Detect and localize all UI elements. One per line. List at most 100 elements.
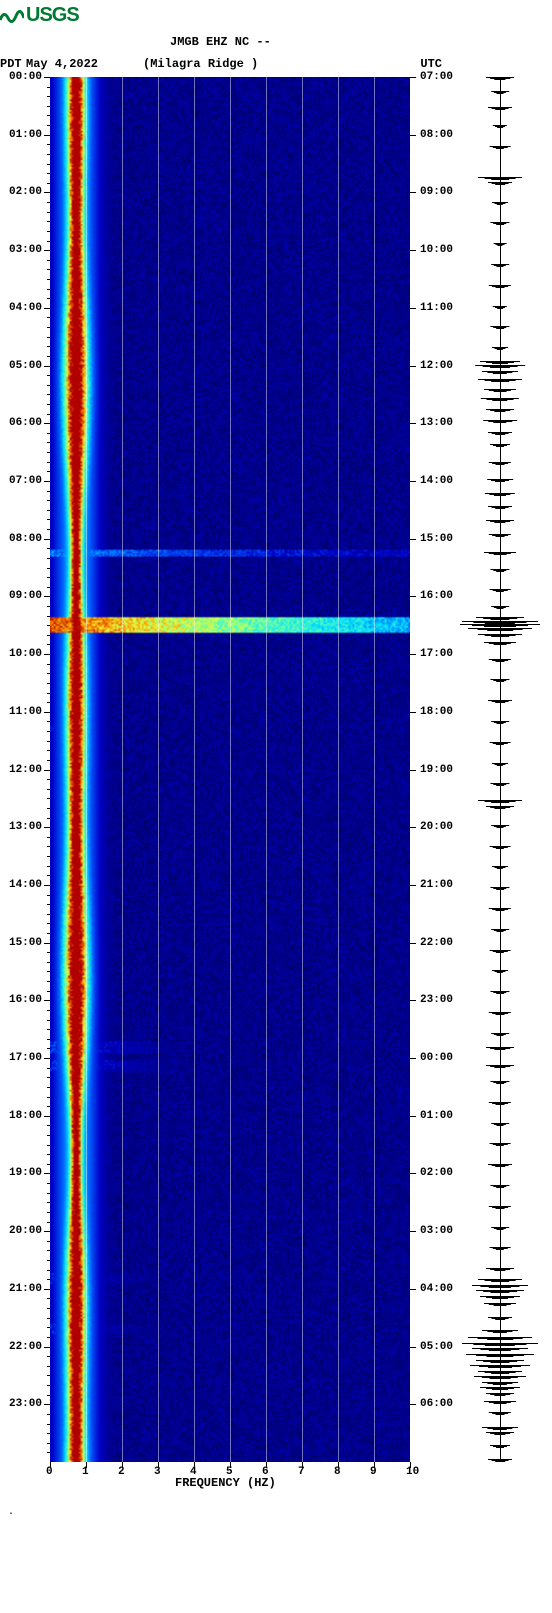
left-time-label: 01:00 [0,129,42,141]
left-time-minor-tick [47,212,50,213]
seismogram-pulse [496,1125,503,1126]
left-time-minor-tick [47,1202,50,1203]
seismogram-pulse [494,1270,505,1271]
seismogram-pulse [492,400,507,401]
left-time-minor-tick [47,1154,50,1155]
seismogram-panel [460,77,540,1462]
right-time-label: 08:00 [420,129,453,141]
seismogram-pulse [496,591,504,592]
seismogram-pulse [493,1384,507,1385]
seismogram-pulse [493,422,506,423]
seismogram-pulse [485,1345,515,1346]
right-time-tick [410,827,416,828]
left-time-tick [44,539,50,540]
seismogram-pulse [494,411,505,412]
right-time-label: 09:00 [420,186,453,198]
left-time-minor-tick [47,933,50,934]
seismogram-pulse [496,1035,503,1036]
seismogram-pulse [487,630,513,631]
left-time-minor-tick [47,741,50,742]
left-time-label: 10:00 [0,648,42,660]
seismogram-pulse [495,481,505,482]
freq-gridline [230,77,231,1462]
left-time-minor-tick [47,760,50,761]
left-time-minor-tick [47,1183,50,1184]
left-time-minor-tick [47,1395,50,1396]
freq-gridline [266,77,267,1462]
left-time-minor-tick [47,1366,50,1367]
left-time-minor-tick [47,1087,50,1088]
left-time-minor-tick [47,289,50,290]
right-time-label: 11:00 [420,302,453,314]
right-time-tick [410,1289,416,1290]
left-time-tick [44,1289,50,1290]
left-time-minor-tick [47,1222,50,1223]
left-time-tick [44,1231,50,1232]
left-time-minor-tick [47,346,50,347]
seismogram-pulse [496,1014,505,1015]
x-tick-label: 3 [154,1466,161,1478]
x-tick-label: 6 [262,1466,269,1478]
right-time-tick [410,1347,416,1348]
left-time-tick [44,1116,50,1117]
left-time-minor-tick [47,693,50,694]
right-time-tick [410,366,416,367]
left-time-minor-tick [47,1424,50,1425]
left-time-label: 03:00 [0,244,42,256]
left-time-minor-tick [47,1318,50,1319]
x-tick-label: 8 [334,1466,341,1478]
right-time-label: 12:00 [420,360,453,372]
left-time-minor-tick [47,962,50,963]
right-time-tick [410,1000,416,1001]
seismogram-pulse [494,1049,505,1050]
left-time-minor-tick [47,721,50,722]
x-tick-label: 4 [190,1466,197,1478]
seismogram-pulse [496,744,504,745]
right-time-label: 23:00 [420,994,453,1006]
left-time-tick [44,135,50,136]
seismogram-pulse [493,373,507,374]
x-axis-label: FREQUENCY (HZ) [175,1476,276,1490]
seismogram-pulse [494,808,505,809]
left-time-minor-tick [47,106,50,107]
seismogram-pulse [494,1395,505,1396]
seismogram-pulse [496,1229,503,1230]
left-time-minor-tick [47,971,50,972]
left-time-tick [44,654,50,655]
seismogram-pulse [496,931,503,932]
left-time-minor-tick [47,1308,50,1309]
left-time-minor-tick [47,164,50,165]
right-time-tick [410,1231,416,1232]
seismogram-pulse [495,109,505,110]
left-time-minor-tick [47,1433,50,1434]
left-time-minor-tick [47,462,50,463]
seismogram-pulse [490,619,509,620]
seismogram-pulse [497,349,503,350]
left-time-tick [44,77,50,78]
left-time-minor-tick [47,568,50,569]
left-time-minor-tick [47,1414,50,1415]
left-time-minor-tick [47,1145,50,1146]
left-time-minor-tick [47,183,50,184]
freq-gridline [194,77,195,1462]
seismogram-pulse [496,661,505,662]
seismogram-pulse [491,802,509,803]
left-time-minor-tick [47,1375,50,1376]
seismogram-pulse [495,1461,505,1462]
seismogram-pulse [489,1350,511,1351]
left-time-label: 06:00 [0,417,42,429]
left-time-tick [44,366,50,367]
left-time-label: 00:00 [0,71,42,83]
left-tz: PDT [0,57,12,71]
seismogram-pulse [484,626,516,627]
seismogram-pulse [496,224,504,225]
seismogram-pulse [495,184,505,185]
right-time-tick [410,135,416,136]
left-time-minor-tick [47,1279,50,1280]
left-time-tick [44,770,50,771]
left-time-label: 02:00 [0,186,42,198]
left-time-minor-tick [47,1260,50,1261]
left-time-tick [44,1347,50,1348]
left-time-minor-tick [47,471,50,472]
left-time-minor-tick [47,1212,50,1213]
